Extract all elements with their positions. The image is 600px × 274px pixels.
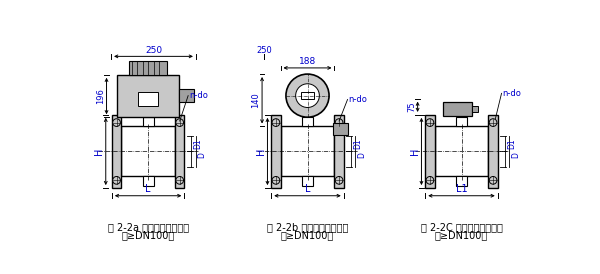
Bar <box>334 115 344 188</box>
Circle shape <box>296 84 319 107</box>
Bar <box>121 126 175 176</box>
Bar <box>443 102 472 116</box>
Bar <box>118 75 179 117</box>
Text: 图 2-2a 一体型电磁流量计: 图 2-2a 一体型电磁流量计 <box>107 222 188 232</box>
Bar <box>302 176 313 186</box>
Text: 140: 140 <box>251 92 260 108</box>
Text: （≥DN100）: （≥DN100） <box>281 230 334 240</box>
Text: H: H <box>94 148 104 155</box>
Text: n-do: n-do <box>349 95 367 104</box>
Text: L1: L1 <box>455 184 467 194</box>
Circle shape <box>176 176 184 184</box>
Bar <box>456 117 467 126</box>
Bar <box>143 117 154 126</box>
Circle shape <box>426 176 434 184</box>
Text: 196: 196 <box>96 88 105 104</box>
Text: （≥DN100）: （≥DN100） <box>121 230 175 240</box>
Text: H: H <box>256 148 266 155</box>
Text: （≥DN100）: （≥DN100） <box>435 230 488 240</box>
Circle shape <box>113 176 121 184</box>
Circle shape <box>113 119 121 126</box>
Bar <box>143 176 154 186</box>
Text: H: H <box>410 148 420 155</box>
Bar <box>281 126 334 176</box>
Text: 188: 188 <box>299 57 316 66</box>
Circle shape <box>272 176 280 184</box>
Bar <box>271 115 281 188</box>
Bar <box>112 115 121 188</box>
Bar <box>139 92 158 106</box>
Text: L: L <box>145 184 151 194</box>
Text: D1: D1 <box>353 138 362 149</box>
Bar <box>179 90 194 102</box>
Text: 250: 250 <box>145 46 162 55</box>
Circle shape <box>286 74 329 117</box>
Bar <box>472 106 478 112</box>
Text: n-do: n-do <box>189 91 208 100</box>
Text: D: D <box>357 152 366 158</box>
Bar <box>129 61 167 75</box>
Circle shape <box>335 119 343 126</box>
Bar <box>333 122 349 135</box>
Bar <box>301 92 314 99</box>
Bar <box>434 126 488 176</box>
Text: D: D <box>197 152 206 158</box>
Bar <box>175 115 184 188</box>
Text: L: L <box>305 184 310 194</box>
Text: D: D <box>511 152 520 158</box>
Text: 图 2-2C 分离型电磁流量计: 图 2-2C 分离型电磁流量计 <box>421 222 502 232</box>
Circle shape <box>272 119 280 126</box>
Bar <box>425 115 434 188</box>
Text: 图 2-2b 一体型电磁流量计: 图 2-2b 一体型电磁流量计 <box>267 222 348 232</box>
Text: D1: D1 <box>194 138 203 149</box>
Circle shape <box>335 176 343 184</box>
Bar <box>302 117 313 126</box>
Text: 75: 75 <box>407 101 416 112</box>
Text: n-do: n-do <box>502 89 521 98</box>
Text: 250: 250 <box>256 46 272 55</box>
Text: D1: D1 <box>507 138 516 149</box>
Bar <box>488 115 497 188</box>
Circle shape <box>489 176 497 184</box>
Circle shape <box>489 119 497 126</box>
Bar <box>456 176 467 186</box>
Circle shape <box>176 119 184 126</box>
Circle shape <box>426 119 434 126</box>
